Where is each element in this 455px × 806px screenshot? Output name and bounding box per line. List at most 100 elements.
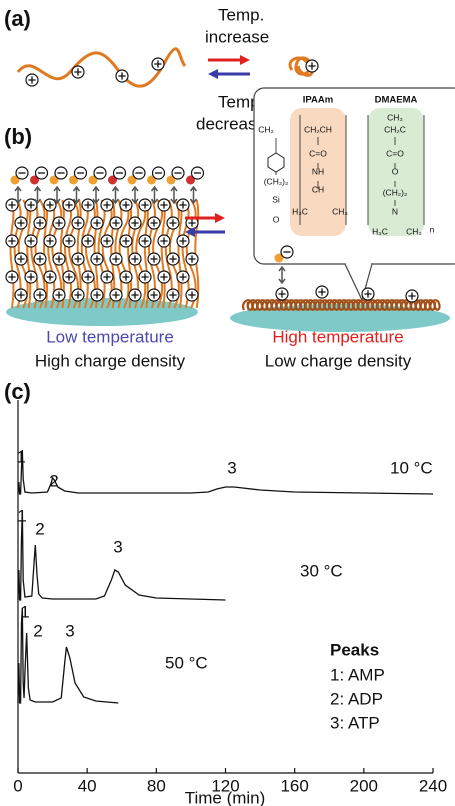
trace-label: 50 °C [165, 653, 208, 672]
condition-label: High temperature [272, 327, 403, 346]
condition-label: Low charge density [265, 351, 412, 370]
cation-sign [65, 273, 73, 281]
cation-sign [112, 219, 120, 227]
collapsed-chain [429, 299, 441, 311]
cation-sign [103, 237, 111, 245]
cation-sign [55, 255, 63, 263]
brush-chain [143, 199, 149, 309]
panel-label: (a) [4, 6, 31, 31]
cation-sign [364, 290, 372, 298]
structure-label: n [430, 224, 435, 234]
brush-chain [101, 199, 113, 309]
cation-sign [103, 273, 111, 281]
brush-chain [127, 199, 133, 309]
structure-label: Si [272, 194, 280, 204]
cation-sign [55, 291, 63, 299]
dmaema-region [368, 108, 424, 236]
x-axis-title: Time (min) [185, 788, 266, 806]
x-tick-label: 240 [419, 776, 447, 795]
ipaam-region [290, 108, 346, 236]
ion [10, 175, 20, 185]
brush-chain [34, 199, 46, 309]
structure-label: N [392, 206, 398, 216]
brush-chain [114, 199, 123, 309]
cation-sign [131, 219, 139, 227]
cation-sign [141, 201, 149, 209]
legend-entry: 3: ATP [330, 713, 380, 732]
cation-sign [150, 219, 158, 227]
brush-chain [84, 199, 96, 309]
diffusion-arrow [111, 185, 120, 205]
brush-chain [51, 199, 63, 309]
brush-chain [185, 199, 197, 309]
ion [127, 175, 137, 185]
brush-chain [47, 199, 56, 309]
arrow-head [215, 213, 225, 223]
peak-label: 2 [49, 471, 58, 490]
peak-label: 2 [33, 621, 42, 640]
brush-chain [68, 199, 80, 309]
x-tick-label: 200 [350, 776, 378, 795]
cation-sign [408, 292, 416, 300]
brush-chain [160, 199, 166, 309]
structure-label: CH₂ [258, 124, 274, 134]
brush-chain [181, 199, 190, 309]
brush-chain [152, 199, 164, 309]
brush-chain [177, 199, 183, 309]
ion [166, 175, 176, 185]
diffusion-arrow [92, 185, 100, 205]
cation-sign [36, 255, 44, 263]
arrow-head [185, 227, 195, 237]
cation-sign [169, 219, 177, 227]
structure-label: CH₃ [332, 206, 348, 216]
ion [88, 175, 98, 185]
cation-sign [93, 219, 101, 227]
cation-sign [84, 201, 92, 209]
cation-sign [36, 291, 44, 299]
panel-label: (c) [4, 379, 31, 404]
cation-sign [65, 237, 73, 245]
x-tick-label: 40 [78, 776, 97, 795]
brush-chain [118, 199, 130, 309]
brush-chain [194, 199, 200, 309]
cation-sign [8, 237, 16, 245]
cation-sign [17, 291, 25, 299]
x-tick-label: 160 [280, 776, 308, 795]
cation-sign [17, 255, 25, 263]
legend-title: Peaks [330, 640, 379, 659]
arrow-label: decrease [196, 114, 266, 133]
trace [17, 509, 226, 601]
structure-label: C=O [386, 148, 404, 158]
legend-entry: 1: AMP [330, 665, 385, 684]
diffusion-arrow [131, 185, 139, 205]
cation-sign [160, 201, 168, 209]
diffusion-arrow [278, 265, 286, 285]
cation-sign [131, 255, 139, 263]
cation-sign [179, 273, 187, 281]
cation-sign [141, 237, 149, 245]
cation-sign [27, 237, 35, 245]
cation-sign [169, 291, 177, 299]
ion [30, 175, 39, 185]
cation-sign [154, 60, 162, 68]
cation-sign [179, 201, 187, 209]
cation-sign [46, 273, 54, 281]
structure-label: (CH₂)₂ [383, 187, 408, 197]
trace-label: 10 °C [390, 458, 433, 477]
condition-label: High charge density [35, 351, 186, 370]
peak-label: 1 [16, 447, 25, 466]
cation-sign [141, 273, 149, 281]
structure-label: IPAAm [303, 95, 333, 106]
substrate [6, 298, 198, 326]
brush-chain [26, 199, 32, 309]
cation-sign [27, 201, 35, 209]
ion [69, 175, 78, 185]
collapsed-coil [288, 56, 314, 77]
diffusion-arrow [33, 185, 42, 205]
ion [108, 175, 117, 185]
cation-sign [278, 290, 286, 298]
substrate [230, 304, 450, 332]
cation-sign [74, 68, 82, 76]
panel-label: (b) [4, 124, 32, 149]
cation-sign [36, 219, 44, 227]
